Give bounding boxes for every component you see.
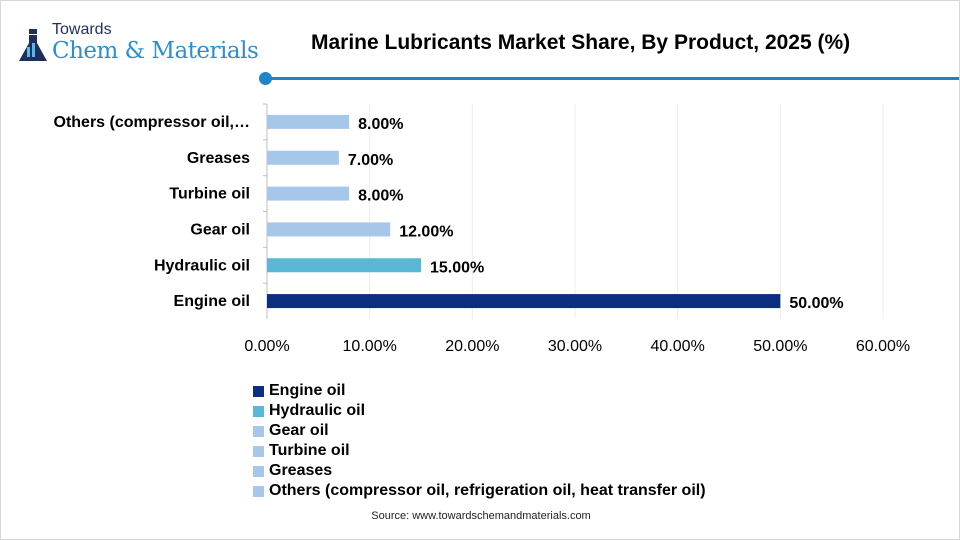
data-label: 12.00% (399, 223, 453, 240)
x-tick-label: 20.00% (445, 338, 499, 355)
x-tick-label: 40.00% (651, 338, 705, 355)
legend-label: Engine oil (269, 382, 346, 399)
flask-icon (19, 29, 47, 61)
x-tick-label: 0.00% (244, 338, 289, 355)
chart-title: Marine Lubricants Market Share, By Produ… (311, 31, 851, 54)
category-label: Others (compressor oil,… (54, 114, 251, 131)
x-tick-label: 30.00% (548, 338, 602, 355)
bar-chart: 0.00% 10.00% 20.00% 30.00% 40.00% 50.00% 60.00… (54, 103, 910, 355)
legend: Engine oil Hydraulic oil Gear oil Turbine o… (253, 381, 706, 501)
category-label: Engine oil (174, 293, 250, 310)
rule-dot (259, 72, 272, 85)
legend-swatch (253, 385, 264, 397)
legend-label: Greases (269, 462, 333, 479)
source-note: Source: www.towardschemandmaterials.com (371, 510, 591, 522)
legend-item: Others (compressor oil, refrigeration oi… (253, 481, 706, 501)
legend-label: Turbine oil (269, 442, 350, 459)
legend-swatch (253, 445, 264, 457)
legend-item: Gear oil (253, 421, 706, 441)
x-tick-label: 60.00% (856, 338, 910, 355)
category-label: Hydraulic oil (154, 257, 250, 274)
bar-1 (267, 258, 421, 273)
legend-swatch (253, 485, 264, 497)
category-label: Greases (187, 150, 250, 167)
x-tick-label: 50.00% (753, 338, 807, 355)
legend-label: Others (compressor oil, refrigeration oi… (269, 482, 706, 499)
x-tick-label: 10.00% (343, 338, 397, 355)
legend-label: Hydraulic oil (269, 402, 366, 419)
legend-item: Engine oil (253, 381, 706, 401)
data-label: 8.00% (358, 116, 403, 133)
legend-swatch (253, 405, 264, 417)
bar-3 (267, 186, 350, 201)
legend-label: Gear oil (269, 422, 329, 439)
legend-swatch (253, 465, 264, 477)
title-rule (271, 77, 959, 80)
category-label: Turbine oil (169, 186, 250, 203)
data-label: 7.00% (348, 152, 393, 169)
category-label: Gear oil (190, 221, 250, 238)
legend-item: Hydraulic oil (253, 401, 706, 421)
data-label: 15.00% (430, 259, 484, 276)
bar-0 (267, 294, 781, 309)
data-label: 50.00% (789, 295, 843, 312)
data-label: 8.00% (358, 188, 403, 205)
bar-2 (267, 222, 391, 237)
logo-small-text: Towards (52, 21, 112, 38)
legend-swatch (253, 425, 264, 437)
legend-item: Turbine oil (253, 441, 706, 461)
legend-item: Greases (253, 461, 706, 481)
logo-big-text: Chem & Materials (52, 38, 259, 64)
bar-4 (267, 150, 339, 165)
bar-5 (267, 114, 350, 129)
